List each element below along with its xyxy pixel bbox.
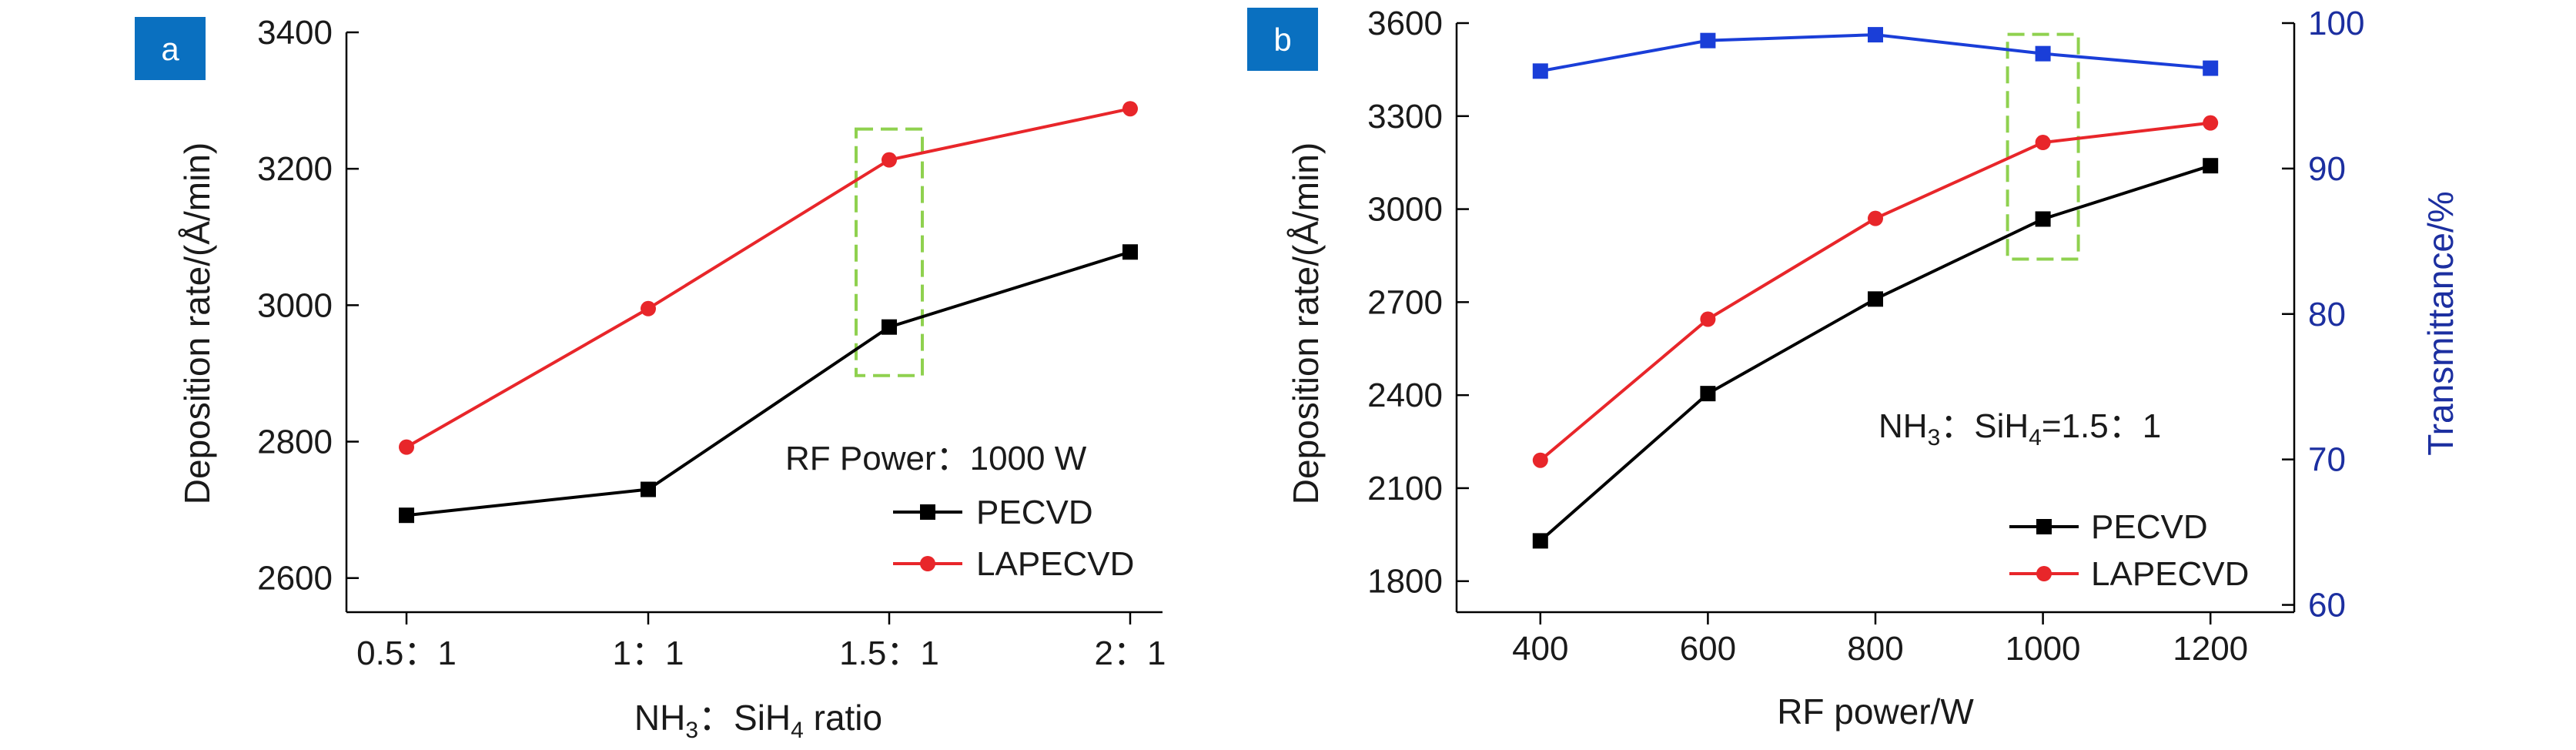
panel-b-y2tick-label: 100 (2308, 5, 2364, 42)
panel-a-series-line-lapecvd (406, 107, 1131, 449)
panel-b-ytick-label: 1800 (1367, 563, 1443, 601)
panel-b-xtick-label: 800 (1847, 630, 1903, 668)
panel-b-point-pecvd (1700, 386, 1716, 402)
panel-a-x-axis-label: NH3：SiH4 ratio (634, 698, 882, 743)
panel-a-legend-marker-pecvd (920, 504, 935, 520)
panel-b-annotation: NH3：SiH4=1.5：1 (1878, 407, 2161, 450)
panel-a-badge (135, 17, 206, 80)
panel-a-legend-label-pecvd: PECVD (976, 494, 1093, 531)
panel-b-ytick-label: 2700 (1367, 283, 1443, 321)
panel-a-legend: PECVD LAPECVD (893, 494, 1134, 583)
panel-b-badge-label: b (1273, 22, 1291, 58)
panel-b-point-transmittance (1532, 63, 1548, 79)
panel-b-ytick-label: 3000 (1367, 191, 1443, 229)
panel-a-annotation: RF Power：1000 W (785, 440, 1087, 477)
panel-a-legend-label-lapecvd: LAPECVD (976, 545, 1134, 583)
panel-b-point-transmittance (2203, 60, 2219, 76)
panel-b-point-pecvd (2203, 158, 2219, 174)
panel-b-legend-label-pecvd: PECVD (2091, 508, 2208, 546)
panel-a-ytick-label: 2800 (257, 424, 333, 461)
panel-b-xtick-label: 1200 (2173, 630, 2248, 668)
panel-a-ytick-label: 3400 (257, 14, 333, 52)
panel-b-highlight-box (2006, 32, 2080, 261)
panel-b-point-transmittance (1700, 32, 1716, 49)
panel-b-x-axis-label: RF power/W (1777, 691, 1974, 732)
panel-b-point-pecvd (1532, 533, 1548, 549)
panel-a-point-lapecvd (641, 300, 656, 316)
panel-b-xtick-label: 1000 (2006, 630, 2081, 668)
panel-b-ytick-label: 2100 (1367, 470, 1443, 507)
panel-b-ytick-label: 3600 (1367, 5, 1443, 42)
panel-a-point-pecvd (399, 507, 414, 524)
panel-a-series-line-pecvd (406, 250, 1131, 517)
panel-b-point-lapecvd (1868, 210, 1883, 226)
panel-a-xtick-label: 2：1 (1095, 634, 1166, 672)
panel-b-point-pecvd (1868, 291, 1883, 307)
panel-b-point-lapecvd (1700, 311, 1716, 327)
panel-b-ytick-label: 3300 (1367, 98, 1443, 136)
panel-a-point-pecvd (641, 481, 656, 497)
panel-a-badge-label: a (161, 31, 179, 67)
panel-a-point-pecvd (882, 319, 897, 335)
panel-a-xtick-label: 0.5：1 (356, 634, 457, 672)
panel-b-y2-axis-label: Transmittance/% (2420, 191, 2461, 455)
panel-b-xtick-label: 400 (1512, 630, 1568, 668)
panel-b-legend-marker-lapecvd (2036, 566, 2052, 581)
panel-a-point-pecvd (1122, 244, 1138, 260)
panel-b-legend-label-lapecvd: LAPECVD (2091, 555, 2249, 593)
panel-b-legend-marker-pecvd (2036, 519, 2052, 534)
panel-b-point-lapecvd (1532, 452, 1548, 468)
panel-b-y-axis-label: Deposition rate/(Å/min) (1286, 142, 1326, 504)
panel-a-xtick-label: 1.5：1 (839, 634, 939, 672)
panel-a-xtick-label: 1：1 (613, 634, 684, 672)
panel-a-y-axis-label: Deposition rate/(Å/min) (177, 142, 217, 504)
panel-b-y2tick-label: 60 (2308, 587, 2346, 624)
panel-a-legend-marker-lapecvd (920, 556, 935, 571)
panel-a-ytick-label: 2600 (257, 560, 333, 598)
panel-b-point-transmittance (1868, 27, 1883, 43)
panel-b-badge (1247, 8, 1318, 71)
panel-a-point-lapecvd (399, 439, 414, 455)
panel-a-highlight-box (855, 127, 924, 377)
panel-b-y2tick-label: 70 (2308, 441, 2346, 479)
panel-a-ytick-label: 3000 (257, 286, 333, 324)
panel-b-legend: PECVD LAPECVD (2009, 508, 2249, 593)
panel-a-point-lapecvd (1122, 101, 1138, 117)
panel-b-xtick-label: 600 (1680, 630, 1736, 668)
panel-b-point-lapecvd (2203, 115, 2219, 131)
panel-b-point-transmittance (2035, 45, 2051, 62)
panel-b-point-lapecvd (2035, 135, 2051, 151)
panel-a-ytick-label: 3200 (257, 150, 333, 188)
panel-b-point-pecvd (2035, 211, 2051, 227)
panel-b: b 1800 2100 2400 2700 3000 3300 3600 60 70 80 90 1… (1247, 5, 2461, 732)
panel-a-point-lapecvd (882, 152, 897, 168)
panel-b-ytick-label: 2400 (1367, 377, 1443, 414)
panel-b-y2tick-label: 90 (2308, 150, 2346, 188)
panel-b-y2tick-label: 80 (2308, 296, 2346, 333)
